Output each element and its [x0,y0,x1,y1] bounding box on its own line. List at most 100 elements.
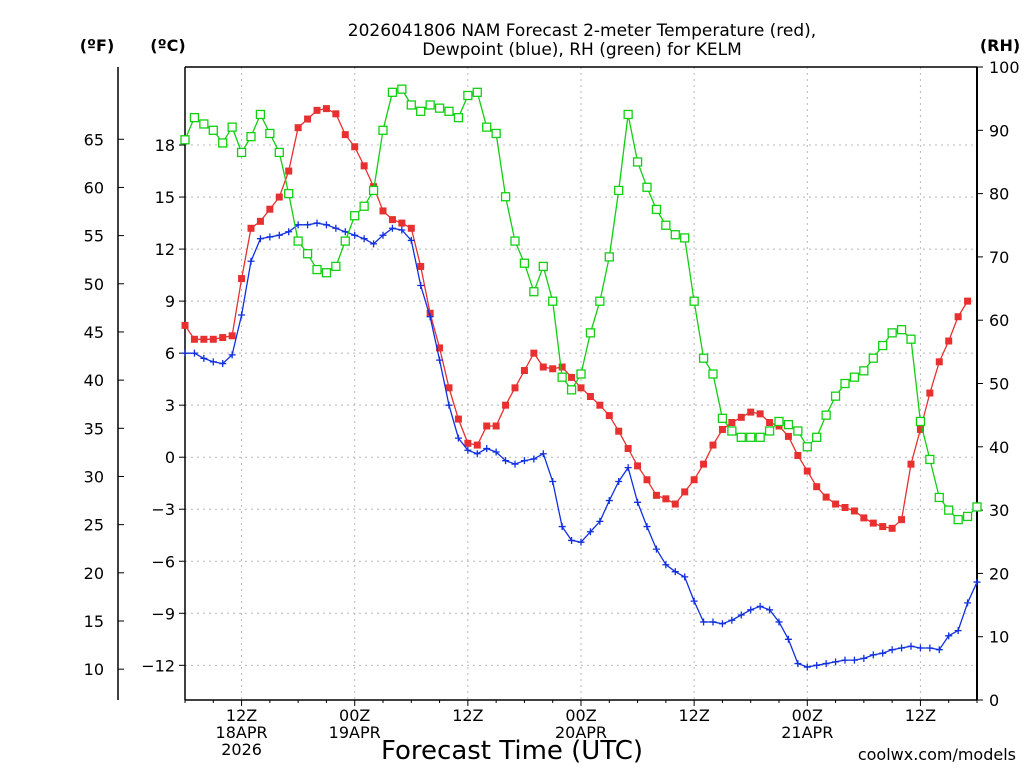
rh-point [812,432,822,442]
dewpoint-point [718,620,726,628]
celsius-tick-label: −9 [151,604,175,623]
rh-point [434,103,445,113]
temperature-point [718,425,726,433]
x-axis-label: Forecast Time (UTC) [381,736,643,766]
temperature-point [436,344,444,352]
temperature-point [247,224,255,232]
dewpoint-point [436,356,444,364]
rh-point [548,296,558,306]
rh-point [651,204,662,215]
rh-point [236,147,247,158]
rh-axis-unit: (RH) [980,36,1020,55]
rh-point [689,296,699,306]
temperature-point [586,393,594,401]
rh-point [255,109,266,120]
temperature-point [332,110,340,118]
rh-point [614,185,624,196]
dewpoint-point [973,578,981,586]
rh-point [284,188,294,199]
dewpoint-point [502,457,510,465]
dewpoint-point [926,644,934,652]
rh-tick-label: 90 [989,121,1009,140]
dewpoint-point [294,221,302,229]
rh-point [510,236,520,246]
temperature-point [351,143,359,151]
temperature-point [690,476,698,484]
rh-point [265,128,275,139]
dewpoint-point [228,351,236,359]
dewpoint-point [860,654,868,662]
dewpoint-point [483,445,491,453]
dewpoint-point [181,349,189,357]
time-tick-label: 12Z [226,706,257,725]
rh-point [331,261,341,272]
celsius-tick-label: −6 [151,552,175,571]
rh-point [944,505,954,515]
temperature-point [671,500,679,508]
dewpoint-point [247,257,255,265]
dewpoint-point [728,616,736,624]
celsius-tick-label: 12 [155,240,175,259]
rh-point [755,432,765,442]
temperature-point [850,507,858,515]
temperature-point [784,432,792,440]
temperature-point [926,389,934,397]
rh-point [321,268,332,278]
temperature-point [266,205,274,213]
rh-point [274,147,284,158]
rh-point [661,220,671,230]
rh-point [397,84,407,94]
temperature-point [492,422,500,430]
time-tick-label: 00Z [792,706,823,725]
dewpoint-point [747,606,755,614]
temperature-point [285,167,293,175]
axes [117,66,983,706]
temperature-point [454,415,462,423]
temperature-point [539,363,547,371]
dewpoint-point [841,656,849,664]
rh-point [350,211,360,221]
rh-point [387,87,398,97]
temperature-point [605,412,613,420]
dewpoint-point [756,602,764,610]
dewpoint-point [313,219,321,227]
rh-point [180,135,190,145]
dewpoint-point [454,434,462,442]
temperature-point [898,516,906,524]
dewpoint-point [407,236,415,244]
rh-point [953,514,963,525]
temperature-point [209,335,217,343]
dewpoint-point [577,538,585,546]
dewpoint-point [332,224,340,232]
temperature-point [568,373,576,381]
rh-point [972,502,982,512]
temperature-point [502,401,510,409]
temperature-point [181,321,189,329]
dewpoint-point [549,477,557,485]
temperature-point [643,476,651,484]
rh-point [189,112,200,123]
rh-point [416,106,426,116]
rh-point [878,340,888,351]
rh-point [830,391,841,401]
fahrenheit-tick-label: 55 [84,227,104,246]
temperature-point [398,219,406,227]
temperature-point [860,514,868,522]
rh-point [208,125,218,135]
rh-point [246,131,256,142]
rh-point [378,125,388,135]
dewpoint-point [615,477,623,485]
dewpoint-point [256,235,264,243]
rh-tick-label: 100 [989,58,1020,77]
temperature-point [558,363,566,371]
temperature-line [184,107,969,529]
grid-lines [185,67,977,700]
temperature-point [549,365,557,373]
dewpoint-point [417,282,425,290]
rh-point [566,385,577,395]
temperature-point [596,401,604,409]
dewpoint-point [539,450,547,458]
celsius-tick-label: 9 [165,292,175,311]
rh-point [227,122,237,132]
